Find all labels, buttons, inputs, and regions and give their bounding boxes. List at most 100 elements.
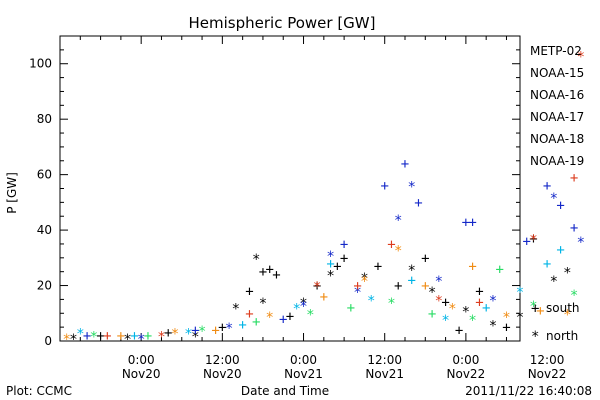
data-point: + [421, 251, 429, 267]
data-point: * [516, 285, 524, 301]
data-point: + [570, 220, 578, 236]
data-point: + [462, 215, 470, 231]
data-point: + [130, 328, 138, 344]
x-tick-time: 12:00 [367, 353, 402, 367]
data-point: + [468, 215, 476, 231]
data-point: + [556, 243, 564, 259]
data-point: * [577, 49, 585, 65]
data-point: * [394, 244, 402, 260]
data-point: * [408, 263, 416, 279]
data-point: + [543, 179, 551, 195]
data-point: * [367, 293, 375, 309]
data-point: * [90, 329, 98, 345]
data-point: + [191, 323, 199, 339]
data-point: * [441, 313, 449, 329]
data-point: + [482, 301, 490, 317]
data-point: * [137, 332, 145, 348]
data-point: + [387, 237, 395, 253]
legend-marker-symbol: * [531, 329, 539, 345]
y-tick-label: 60 [37, 168, 52, 182]
x-tick-time: 0:00 [128, 353, 155, 367]
data-point: * [570, 288, 578, 304]
data-point: + [272, 267, 280, 283]
data-point: * [265, 310, 273, 326]
data-point: * [326, 249, 334, 265]
chart-title: Hemispheric Power [GW] [189, 14, 376, 32]
data-point: + [259, 265, 267, 281]
legend-marker-symbol: + [531, 301, 539, 317]
data-point: + [495, 262, 503, 278]
data-point: + [421, 279, 429, 295]
data-point: * [468, 313, 476, 329]
data-point: + [144, 328, 152, 344]
data-point: + [117, 328, 125, 344]
data-point: * [448, 302, 456, 318]
data-point: * [516, 310, 524, 326]
legend-entry: NOAA-16 [530, 88, 584, 102]
data-point: + [543, 256, 551, 272]
data-point: * [428, 285, 436, 301]
data-point: * [225, 321, 233, 337]
data-point: * [299, 296, 307, 312]
data-point: * [198, 324, 206, 340]
data-point: * [259, 296, 267, 312]
data-point: * [360, 274, 368, 290]
data-point: * [353, 285, 361, 301]
data-point: + [380, 179, 388, 195]
data-point: + [475, 284, 483, 300]
data-point: + [414, 195, 422, 211]
data-point: * [387, 296, 395, 312]
data-point: + [218, 320, 226, 336]
data-point: * [529, 299, 537, 315]
data-point: + [238, 317, 246, 333]
data-point: + [333, 259, 341, 275]
data-point: + [164, 326, 172, 342]
x-tick-date: Nov21 [365, 367, 404, 381]
data-point: * [69, 332, 77, 348]
data-point: * [313, 280, 321, 296]
data-point: * [462, 305, 470, 321]
plot-area: 0204060801000:00Nov2012:00Nov200:00Nov21… [29, 35, 585, 381]
data-point: + [529, 231, 537, 247]
data-point: * [326, 268, 334, 284]
data-point: + [340, 251, 348, 267]
data-point: + [468, 259, 476, 275]
data-point: * [550, 274, 558, 290]
footer-timestamp: 2011/11/22 16:40:08 [465, 384, 592, 398]
x-tick-time: 12:00 [205, 353, 240, 367]
data-point: * [563, 266, 571, 282]
x-tick-time: 0:00 [452, 353, 479, 367]
data-point: + [347, 301, 355, 317]
data-point: * [252, 252, 260, 268]
data-point: + [286, 309, 294, 325]
data-point: + [353, 279, 361, 295]
data-point: + [428, 306, 436, 322]
data-point: * [171, 327, 179, 343]
y-tick-label: 80 [37, 112, 52, 126]
data-point: * [63, 332, 71, 348]
data-point: + [536, 304, 544, 320]
data-point: + [502, 320, 510, 336]
data-point: + [326, 256, 334, 272]
x-tick-date: Nov20 [122, 367, 161, 381]
data-point: * [232, 302, 240, 318]
data-point: + [408, 273, 416, 289]
x-axis-label: Date and Time [241, 384, 329, 398]
legend-entry: NOAA-17 [530, 110, 584, 124]
data-point: + [441, 295, 449, 311]
x-tick-date: Nov22 [528, 367, 567, 381]
data-point: + [103, 328, 111, 344]
y-axis-label: P [GW] [5, 172, 19, 214]
x-tick-date: Nov21 [284, 367, 323, 381]
data-point: * [489, 293, 497, 309]
data-point: * [123, 332, 131, 348]
data-point: + [374, 259, 382, 275]
data-point: + [279, 312, 287, 328]
data-point: * [550, 191, 558, 207]
data-point: + [394, 279, 402, 295]
data-point: * [563, 307, 571, 323]
data-point: + [455, 323, 463, 339]
data-point: * [360, 271, 368, 287]
legend-entry: METP-02 [530, 44, 582, 58]
